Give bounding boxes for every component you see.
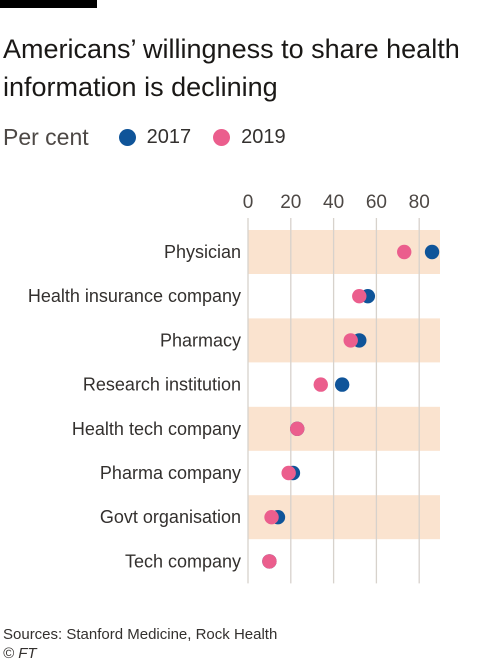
unit-label: Per cent <box>3 123 89 150</box>
x-tick-label: 60 <box>366 192 387 213</box>
chart-title: Americans’ willingness to share health i… <box>3 34 460 102</box>
legend-dot-2019 <box>213 128 231 146</box>
legend-label-2017: 2017 <box>146 125 192 148</box>
legend-item-2019: 2019 <box>213 126 286 149</box>
x-tick-label: 80 <box>409 192 430 213</box>
category-label: Tech company <box>125 551 241 571</box>
category-label: Govt organisation <box>100 507 241 527</box>
subtitle-row: Per cent 2017 2019 <box>3 122 308 152</box>
dot-2019 <box>343 333 358 348</box>
dot-2017 <box>424 244 440 260</box>
dot-2019 <box>313 377 328 392</box>
x-tick-label: 20 <box>280 192 301 213</box>
dot-2019 <box>397 244 412 260</box>
dot-2019 <box>290 421 305 436</box>
dot-2019 <box>281 465 296 481</box>
category-label: Physician <box>164 242 241 262</box>
copyright: © FT <box>3 645 37 662</box>
legend-item-2017: 2017 <box>118 125 192 149</box>
category-label: Health insurance company <box>28 286 241 306</box>
legend-label-2019: 2019 <box>241 125 286 148</box>
category-label: Pharma company <box>100 463 241 483</box>
legend-dot-2017 <box>118 128 136 146</box>
dot-2019 <box>264 510 279 525</box>
x-tick-label: 40 <box>323 192 344 213</box>
category-label: Research institution <box>83 375 241 395</box>
brand-bar <box>0 0 97 8</box>
source-note: Sources: Stanford Medicine, Rock Health <box>3 626 278 643</box>
category-label: Pharmacy <box>160 330 241 350</box>
x-tick-label: 0 <box>243 192 254 213</box>
dot-2019 <box>262 554 277 569</box>
row-band <box>248 406 440 451</box>
category-label: Health tech company <box>72 419 241 439</box>
dot-2019 <box>352 289 367 304</box>
footer: Sources: Stanford Medicine, Rock Health … <box>3 625 277 663</box>
dot-2017 <box>334 377 350 392</box>
dot-plot: 0 20 40 60 80 Physician Health insurance compa… <box>28 192 440 584</box>
